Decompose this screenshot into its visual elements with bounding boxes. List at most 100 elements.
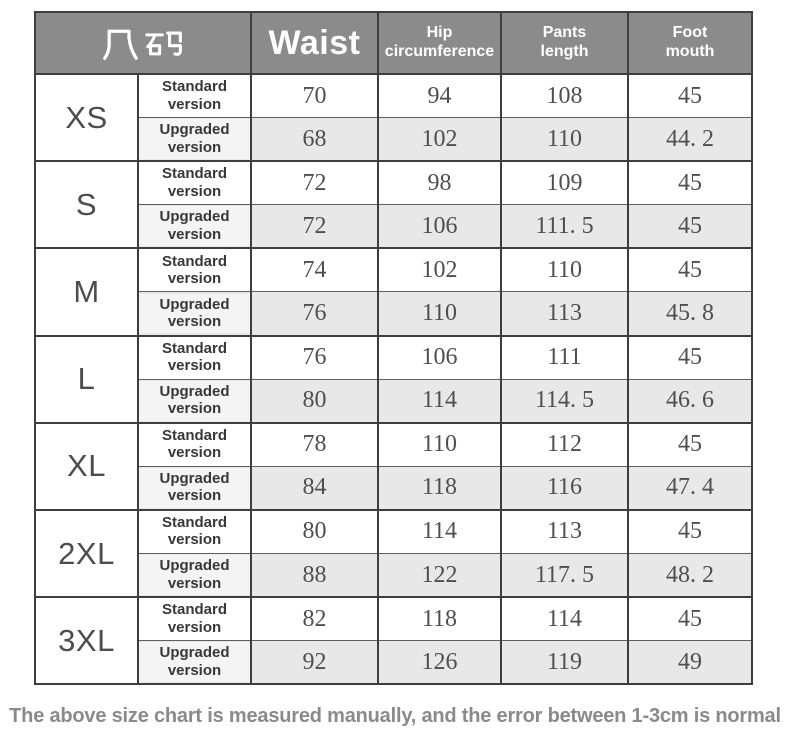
cell-value: 106 — [421, 212, 458, 239]
header-foot: Foot mouth — [627, 12, 752, 75]
value-cell: 111. 5 — [500, 204, 628, 249]
value-cell: 48. 2 — [627, 553, 752, 598]
value-cell: 112 — [500, 421, 628, 467]
cell-value: 111. 5 — [535, 212, 594, 239]
standard-row: XS Standard version 70 94 108 45 — [35, 72, 752, 162]
cell-value: 72 — [302, 212, 327, 239]
value-cell: 74 — [250, 247, 378, 292]
header-hip: Hip circumference — [377, 12, 501, 75]
cell-value: 118 — [421, 474, 458, 501]
value-cell: 80 — [250, 378, 378, 423]
cell-value: 78 — [302, 431, 327, 458]
value-cell: 106 — [377, 334, 501, 380]
cell-value: 84 — [302, 474, 327, 501]
value-cell: 114. 5 — [500, 378, 628, 423]
cell-value: 45 — [678, 169, 702, 196]
cell-value: 45 — [678, 605, 702, 632]
value-cell: 45 — [627, 421, 752, 467]
value-cell: 114 — [500, 596, 628, 641]
cell-value: 45 — [678, 82, 702, 109]
cell-value: 114 — [546, 605, 583, 632]
cell-value: 122 — [421, 561, 458, 588]
value-cell: 45 — [627, 73, 752, 118]
standard-row: L Standard version 76 106 111 45 — [35, 334, 752, 423]
cell-value: 45 — [678, 431, 702, 458]
cell-value: 116 — [546, 474, 583, 501]
size-cell: XL — [35, 421, 138, 510]
value-cell: 118 — [377, 465, 501, 510]
cell-value: 108 — [546, 82, 583, 109]
value-cell: 45 — [627, 508, 752, 554]
cell-value: 45 — [678, 256, 702, 283]
value-cell: 92 — [250, 640, 378, 685]
value-cell: 102 — [377, 247, 501, 292]
cell-value: 119 — [546, 648, 583, 675]
cell-value: 114. 5 — [534, 387, 595, 414]
waist-header-label: Waist — [268, 23, 361, 62]
value-cell: 72 — [250, 160, 378, 205]
size-label: L — [77, 361, 96, 397]
cell-value: 110 — [421, 300, 458, 327]
header-pants: Pants length — [500, 12, 628, 75]
value-cell: 84 — [250, 465, 378, 510]
size-label: XL — [67, 448, 106, 484]
cell-value: 48. 2 — [666, 561, 714, 588]
value-cell: 110 — [377, 421, 501, 467]
cell-value: 102 — [421, 125, 458, 152]
value-cell: 98 — [377, 160, 501, 205]
cell-value: 94 — [427, 82, 452, 109]
standard-row: 2XL Standard version 80 114 113 45 — [35, 508, 752, 598]
version-label-standard: Standard version — [161, 252, 227, 287]
version-cell-standard: Standard version — [137, 421, 251, 467]
value-cell: 106 — [377, 204, 501, 249]
size-cell: L — [35, 334, 138, 423]
header-waist: Waist — [250, 12, 378, 75]
value-cell: 49 — [627, 640, 752, 685]
version-label-standard: Standard version — [161, 78, 227, 113]
size-cell: S — [35, 160, 138, 249]
value-cell: 116 — [500, 465, 628, 510]
cell-value: 113 — [546, 300, 583, 327]
value-cell: 114 — [377, 508, 501, 554]
value-cell: 88 — [250, 553, 378, 598]
upgraded-row: Upgraded version 84 118 116 47. 4 — [35, 465, 752, 510]
size-label: XS — [65, 99, 108, 135]
value-cell: 113 — [500, 508, 628, 554]
value-cell: 45 — [627, 160, 752, 205]
size-cell: 2XL — [35, 508, 138, 598]
cell-value: 44. 2 — [666, 125, 714, 152]
version-cell-upgraded: Upgraded version — [137, 640, 251, 685]
version-cell-standard: Standard version — [137, 73, 251, 118]
value-cell: 110 — [500, 247, 628, 292]
version-label-standard: Standard version — [161, 339, 227, 375]
value-cell: 70 — [250, 73, 378, 118]
value-cell: 68 — [250, 117, 378, 162]
standard-row: 3XL Standard version 82 118 114 45 — [35, 596, 752, 685]
value-cell: 44. 2 — [627, 117, 752, 162]
size-cell: XS — [35, 72, 138, 162]
standard-row: S Standard version 72 98 109 45 — [35, 160, 752, 249]
upgraded-row: Upgraded version 80 114 114. 5 46. 6 — [35, 378, 752, 423]
size-chart-table: 尺码 Waist Hip circumference Pants length … — [34, 11, 753, 686]
value-cell: 80 — [250, 508, 378, 554]
header-size-cell: 尺码 — [35, 12, 251, 75]
version-cell-standard: Standard version — [137, 508, 251, 554]
version-label-upgraded: Upgraded version — [159, 121, 230, 156]
cell-value: 46. 6 — [666, 387, 714, 414]
cell-value: 102 — [421, 256, 458, 283]
cell-value: 114 — [421, 518, 458, 545]
upgraded-row: Upgraded version 88 122 117. 5 48. 2 — [35, 553, 752, 598]
value-cell: 76 — [250, 291, 378, 336]
value-cell: 46. 6 — [627, 378, 752, 423]
value-cell: 110 — [500, 117, 628, 162]
cell-value: 76 — [302, 344, 327, 371]
upgraded-row: Upgraded version 76 110 113 45. 8 — [35, 291, 752, 336]
size-label: 2XL — [58, 535, 115, 571]
table-body: XS Standard version 70 94 108 45 Upgrade… — [35, 72, 752, 685]
version-label-standard: Standard version — [161, 514, 227, 549]
version-label-upgraded: Upgraded version — [159, 470, 230, 505]
version-label-upgraded: Upgraded version — [159, 644, 230, 679]
version-label-upgraded: Upgraded version — [159, 295, 230, 331]
cjk-chi-glyph-icon — [102, 29, 138, 60]
cell-value: 118 — [421, 605, 458, 632]
